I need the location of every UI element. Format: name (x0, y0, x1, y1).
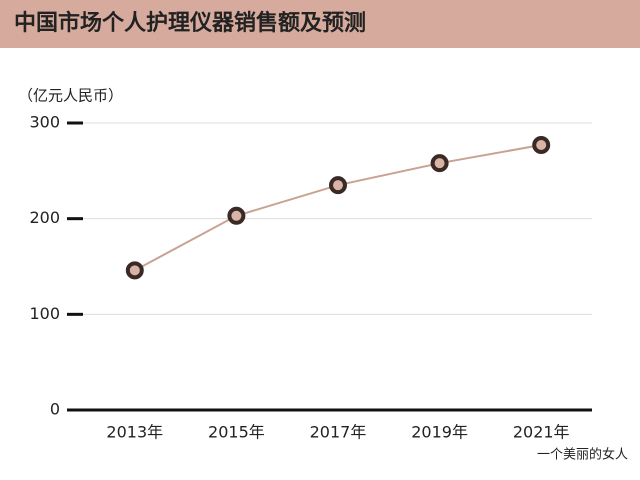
y-tick-label: 300 (29, 113, 60, 132)
y-axis-label: （亿元人民币） (18, 87, 123, 105)
line (134, 144, 542, 272)
marker (532, 136, 551, 155)
x-tick-label: 2017年 (310, 423, 367, 442)
x-tick-label: 2021年 (513, 423, 570, 442)
x-tick-label: 2019年 (411, 423, 468, 442)
y-tick-label: 200 (29, 208, 60, 227)
title-bar (0, 0, 640, 48)
watermark: 一个美丽的女人 (537, 447, 628, 463)
x-tick-label: 2013年 (106, 423, 163, 442)
y-tick-label: 0 (50, 400, 60, 419)
x-tick-label: 2015年 (208, 423, 265, 442)
marker (430, 154, 449, 173)
marker (227, 206, 246, 225)
marker (125, 261, 144, 280)
marker (329, 176, 347, 195)
chart-title: 中国市场个人护理仪器销售额及预测 (14, 10, 366, 36)
y-tick-label: 100 (29, 304, 60, 323)
